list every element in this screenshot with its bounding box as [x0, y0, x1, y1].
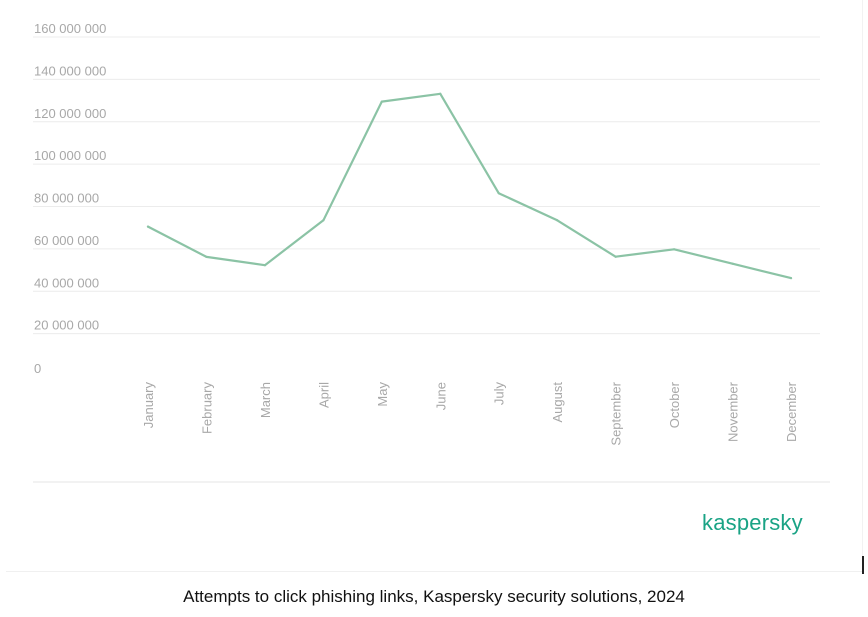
- right-edge-line: [862, 0, 863, 560]
- y-tick-label: 120 000 000: [34, 106, 106, 121]
- chart-area: 0 20 000 000 40 000 000 60 000 000 80 000 00…: [33, 21, 830, 535]
- y-tick-label: 140 000 000: [34, 63, 106, 78]
- data-point: [614, 255, 617, 258]
- x-tick-label: April: [316, 382, 331, 408]
- y-tick-label: 100 000 000: [34, 148, 106, 163]
- x-tick-label: July: [492, 382, 507, 406]
- kaspersky-logo: kaspersky: [702, 510, 803, 535]
- y-tick-label: 80 000 000: [34, 191, 99, 206]
- y-tick-label: 20 000 000: [34, 318, 99, 333]
- x-axis-ticks: January February March April May June July Augu…: [141, 381, 799, 445]
- data-point: [439, 92, 442, 95]
- x-tick-label: November: [726, 381, 741, 442]
- x-tick-label: February: [199, 382, 214, 435]
- x-tick-label: September: [609, 381, 624, 445]
- x-tick-label: March: [258, 382, 273, 418]
- data-point: [497, 192, 500, 195]
- data-point: [146, 225, 150, 228]
- y-tick-label: 40 000 000: [34, 275, 99, 290]
- x-tick-label: January: [141, 382, 156, 429]
- y-tick-label: 0: [34, 361, 41, 376]
- caption-divider: [6, 571, 862, 572]
- chart-caption: Attempts to click phishing links, Kasper…: [183, 587, 685, 606]
- y-tick-label: 60 000 000: [34, 233, 99, 248]
- data-point: [556, 219, 559, 222]
- line-chart: 0 20 000 000 40 000 000 60 000 000 80 000 00…: [33, 21, 830, 483]
- x-tick-label: December: [784, 381, 799, 442]
- data-point: [731, 262, 734, 265]
- y-tick-label: 160 000 000: [34, 21, 106, 36]
- data-point: [322, 219, 325, 222]
- data-point: [263, 264, 267, 267]
- data-point: [789, 277, 793, 280]
- x-tick-label: October: [667, 381, 682, 428]
- x-tick-label: August: [550, 382, 565, 423]
- x-tick-label: June: [433, 382, 448, 410]
- data-point: [672, 248, 676, 251]
- y-axis-ticks: 0 20 000 000 40 000 000 60 000 000 80 000 00…: [34, 21, 106, 376]
- series-line: [146, 92, 793, 280]
- data-point: [205, 255, 208, 259]
- x-tick-label: May: [375, 382, 390, 407]
- data-point: [380, 100, 383, 103]
- series-layer: [146, 92, 793, 280]
- gridlines: [33, 36, 820, 335]
- edge-marker: [862, 556, 864, 574]
